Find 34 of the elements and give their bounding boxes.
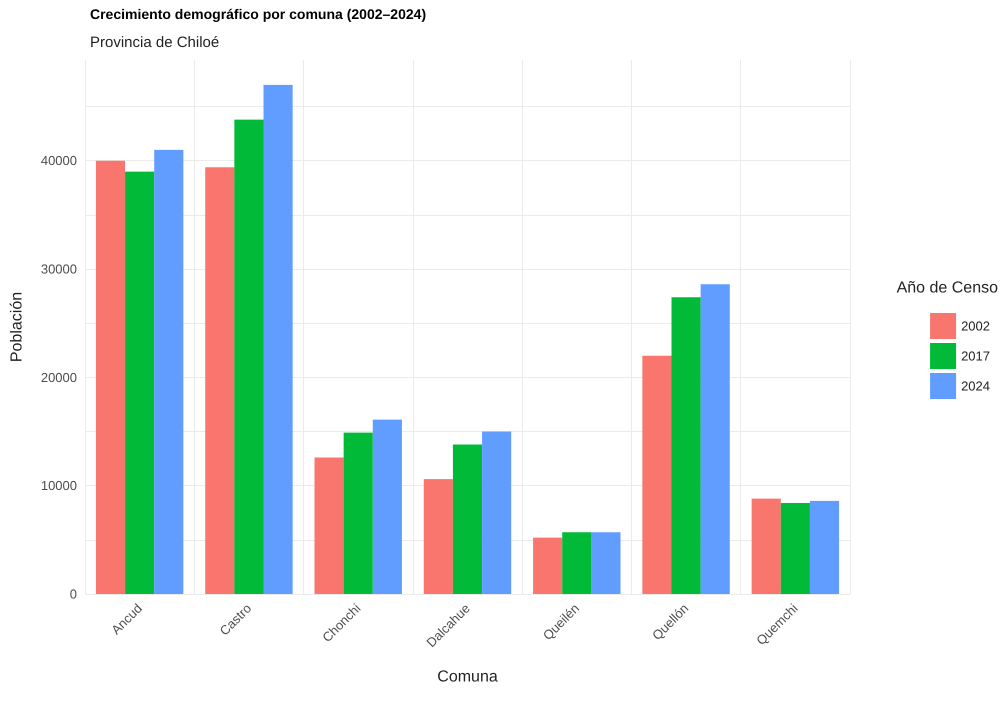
bar xyxy=(752,498,781,594)
bar xyxy=(125,172,154,594)
y-tick-label: 30000 xyxy=(40,262,77,277)
bar xyxy=(205,167,234,594)
bar xyxy=(591,532,620,594)
y-tick-label: 0 xyxy=(70,586,77,602)
bar xyxy=(452,444,482,594)
x-axis-title: Comuna xyxy=(437,668,498,686)
y-tick-label: 10000 xyxy=(40,478,77,494)
bar xyxy=(372,420,402,594)
bar xyxy=(154,150,184,594)
legend-label: 2024 xyxy=(961,378,990,394)
bar xyxy=(533,538,562,594)
bar xyxy=(314,458,344,594)
bar xyxy=(700,284,730,594)
y-tick-label: 40000 xyxy=(40,153,77,168)
chart-title: Crecimiento demográfico por comuna (2002–2024) xyxy=(90,6,426,22)
legend-label: 2017 xyxy=(961,348,990,364)
bar xyxy=(264,84,293,594)
bar xyxy=(344,432,373,594)
bar xyxy=(562,532,592,594)
bar xyxy=(642,356,672,594)
legend-title: Año de Censo xyxy=(896,280,998,296)
bar xyxy=(482,432,512,594)
chart-subtitle: Provincia de Chiloé xyxy=(90,34,220,51)
y-axis-title: Población xyxy=(8,292,26,362)
bar xyxy=(780,503,810,594)
bar xyxy=(96,160,126,594)
bar xyxy=(672,297,701,594)
bar xyxy=(810,500,840,594)
bar xyxy=(424,479,453,594)
legend-label: 2002 xyxy=(961,318,990,334)
y-tick-label: 20000 xyxy=(40,370,77,385)
bar xyxy=(234,120,264,594)
